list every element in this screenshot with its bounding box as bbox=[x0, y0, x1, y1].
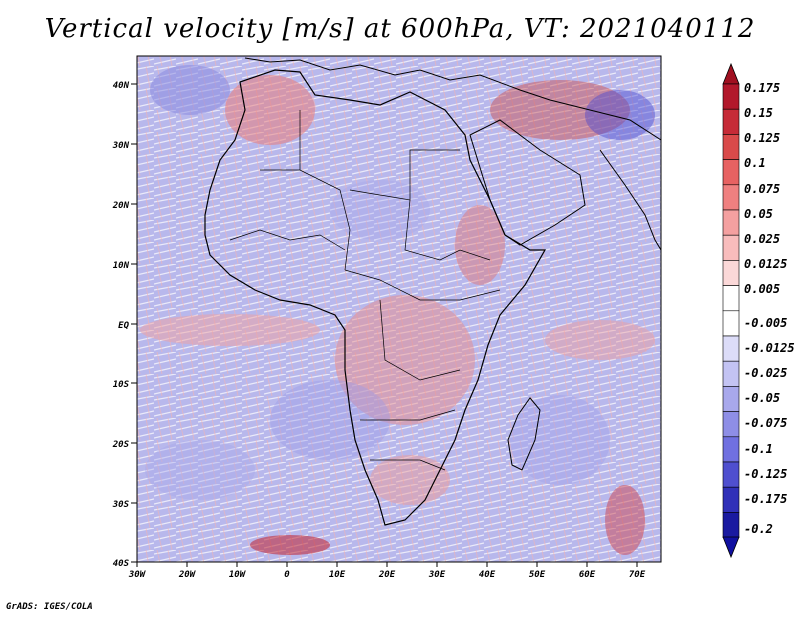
colorbar-swatch bbox=[722, 335, 740, 362]
colorbar-label: 0.025 bbox=[744, 232, 780, 246]
colorbar-label: 0.05 bbox=[744, 207, 773, 221]
lon-label: 10W bbox=[229, 570, 247, 580]
colorbar-label: 0.0125 bbox=[744, 257, 787, 271]
colorbar-swatch bbox=[722, 209, 740, 236]
chart-title: Vertical velocity [m/s] at 600hPa, VT: 2… bbox=[44, 14, 756, 44]
lon-label: 50E bbox=[529, 570, 546, 580]
colorbar-bottom-arrow bbox=[722, 536, 740, 559]
colorbar-swatch bbox=[722, 461, 740, 488]
colorbar-swatch bbox=[722, 134, 740, 160]
colorbar-swatch bbox=[722, 411, 740, 438]
colorbar-swatch bbox=[722, 285, 740, 312]
colorbar-swatch bbox=[722, 159, 740, 186]
lat-label: EQ bbox=[118, 321, 129, 331]
lon-label: 20E bbox=[378, 570, 396, 580]
colorbar-label: -0.075 bbox=[744, 416, 787, 430]
colorbar-label: -0.125 bbox=[744, 467, 787, 481]
colorbar-swatch bbox=[722, 108, 740, 135]
colorbar-label: -0.175 bbox=[744, 492, 787, 506]
colorbar-label: -0.05 bbox=[744, 391, 780, 405]
colorbar-swatch bbox=[722, 260, 740, 286]
lon-label: 30E bbox=[428, 570, 446, 580]
colorbar-label: 0.15 bbox=[744, 106, 773, 120]
colorbar-label: 0.1 bbox=[744, 156, 766, 170]
colorbar-swatch bbox=[722, 310, 740, 337]
lon-label: 40E bbox=[479, 570, 496, 580]
lat-label: 30S bbox=[112, 500, 130, 510]
lon-label: 10E bbox=[329, 570, 346, 580]
colorbar-label: 0.175 bbox=[744, 81, 780, 95]
colorbar-label: -0.2 bbox=[744, 522, 773, 536]
arabia-outline bbox=[469, 119, 586, 246]
lon-label: 70E bbox=[629, 570, 646, 580]
colorbar: 0.175 0.15 0.125 0.1 0.075 0.05 0.025 0.… bbox=[722, 62, 795, 559]
lon-axis: 30W 20W 10W 0 10E 20E 30E 40E 50E 60E 70… bbox=[128, 562, 646, 580]
credit-text: GrADS: IGES/COLA bbox=[6, 602, 93, 612]
lat-label: 30N bbox=[112, 141, 130, 151]
map-panel bbox=[136, 55, 662, 563]
colorbar-swatch bbox=[722, 512, 740, 538]
colorbar-label: 0.125 bbox=[744, 131, 780, 145]
country-borders bbox=[229, 110, 501, 471]
lon-label: 60E bbox=[579, 570, 596, 580]
india-coast bbox=[599, 149, 661, 251]
colorbar-swatch bbox=[722, 360, 740, 387]
lat-label: 20N bbox=[112, 201, 130, 211]
colorbar-label: 0.075 bbox=[744, 182, 780, 196]
lat-label: 10N bbox=[113, 261, 130, 271]
lat-label: 20S bbox=[112, 440, 130, 450]
colorbar-label: -0.1 bbox=[744, 442, 773, 456]
lon-label: 20W bbox=[178, 570, 197, 580]
colorbar-label: -0.005 bbox=[744, 316, 787, 330]
eurasia-coast bbox=[244, 57, 661, 141]
colorbar-label: -0.025 bbox=[744, 366, 787, 380]
colorbar-swatch bbox=[722, 234, 740, 261]
lat-axis: 40N 30N 20N 10N EQ 10S 20S 30S 40S bbox=[112, 81, 137, 569]
lat-label: 40S bbox=[113, 559, 130, 569]
colorbar-swatch bbox=[722, 184, 740, 211]
lat-label: 40N bbox=[113, 81, 130, 91]
lon-label: 30W bbox=[128, 570, 147, 580]
colorbar-swatch bbox=[722, 386, 740, 412]
colorbar-top-arrow bbox=[722, 62, 740, 85]
lon-label: 0 bbox=[284, 570, 290, 580]
colorbar-label: 0.005 bbox=[744, 282, 780, 296]
colorbar-swatch bbox=[722, 83, 740, 110]
colorbar-swatch bbox=[722, 486, 740, 513]
colorbar-label: -0.0125 bbox=[744, 341, 795, 355]
lat-label: 10S bbox=[113, 380, 130, 390]
madagascar-outline bbox=[507, 397, 541, 471]
africa-coastline bbox=[204, 69, 547, 526]
colorbar-swatch bbox=[722, 436, 740, 463]
